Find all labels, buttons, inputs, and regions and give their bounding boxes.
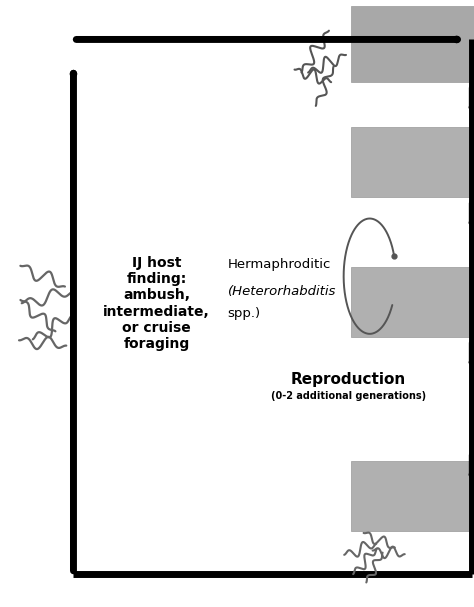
Bar bbox=[351, 267, 474, 337]
Bar bbox=[351, 127, 474, 197]
Text: Hermaphroditic: Hermaphroditic bbox=[228, 257, 331, 271]
Bar bbox=[351, 461, 474, 531]
Text: spp.): spp.) bbox=[228, 307, 261, 320]
Text: (Heterorhabditis: (Heterorhabditis bbox=[228, 285, 336, 298]
Text: Reproduction: Reproduction bbox=[291, 372, 406, 387]
Bar bbox=[351, 6, 474, 82]
Text: IJ host
finding:
ambush,
intermediate,
or cruise
foraging: IJ host finding: ambush, intermediate, o… bbox=[103, 256, 210, 351]
Text: (0-2 additional generations): (0-2 additional generations) bbox=[271, 391, 426, 401]
